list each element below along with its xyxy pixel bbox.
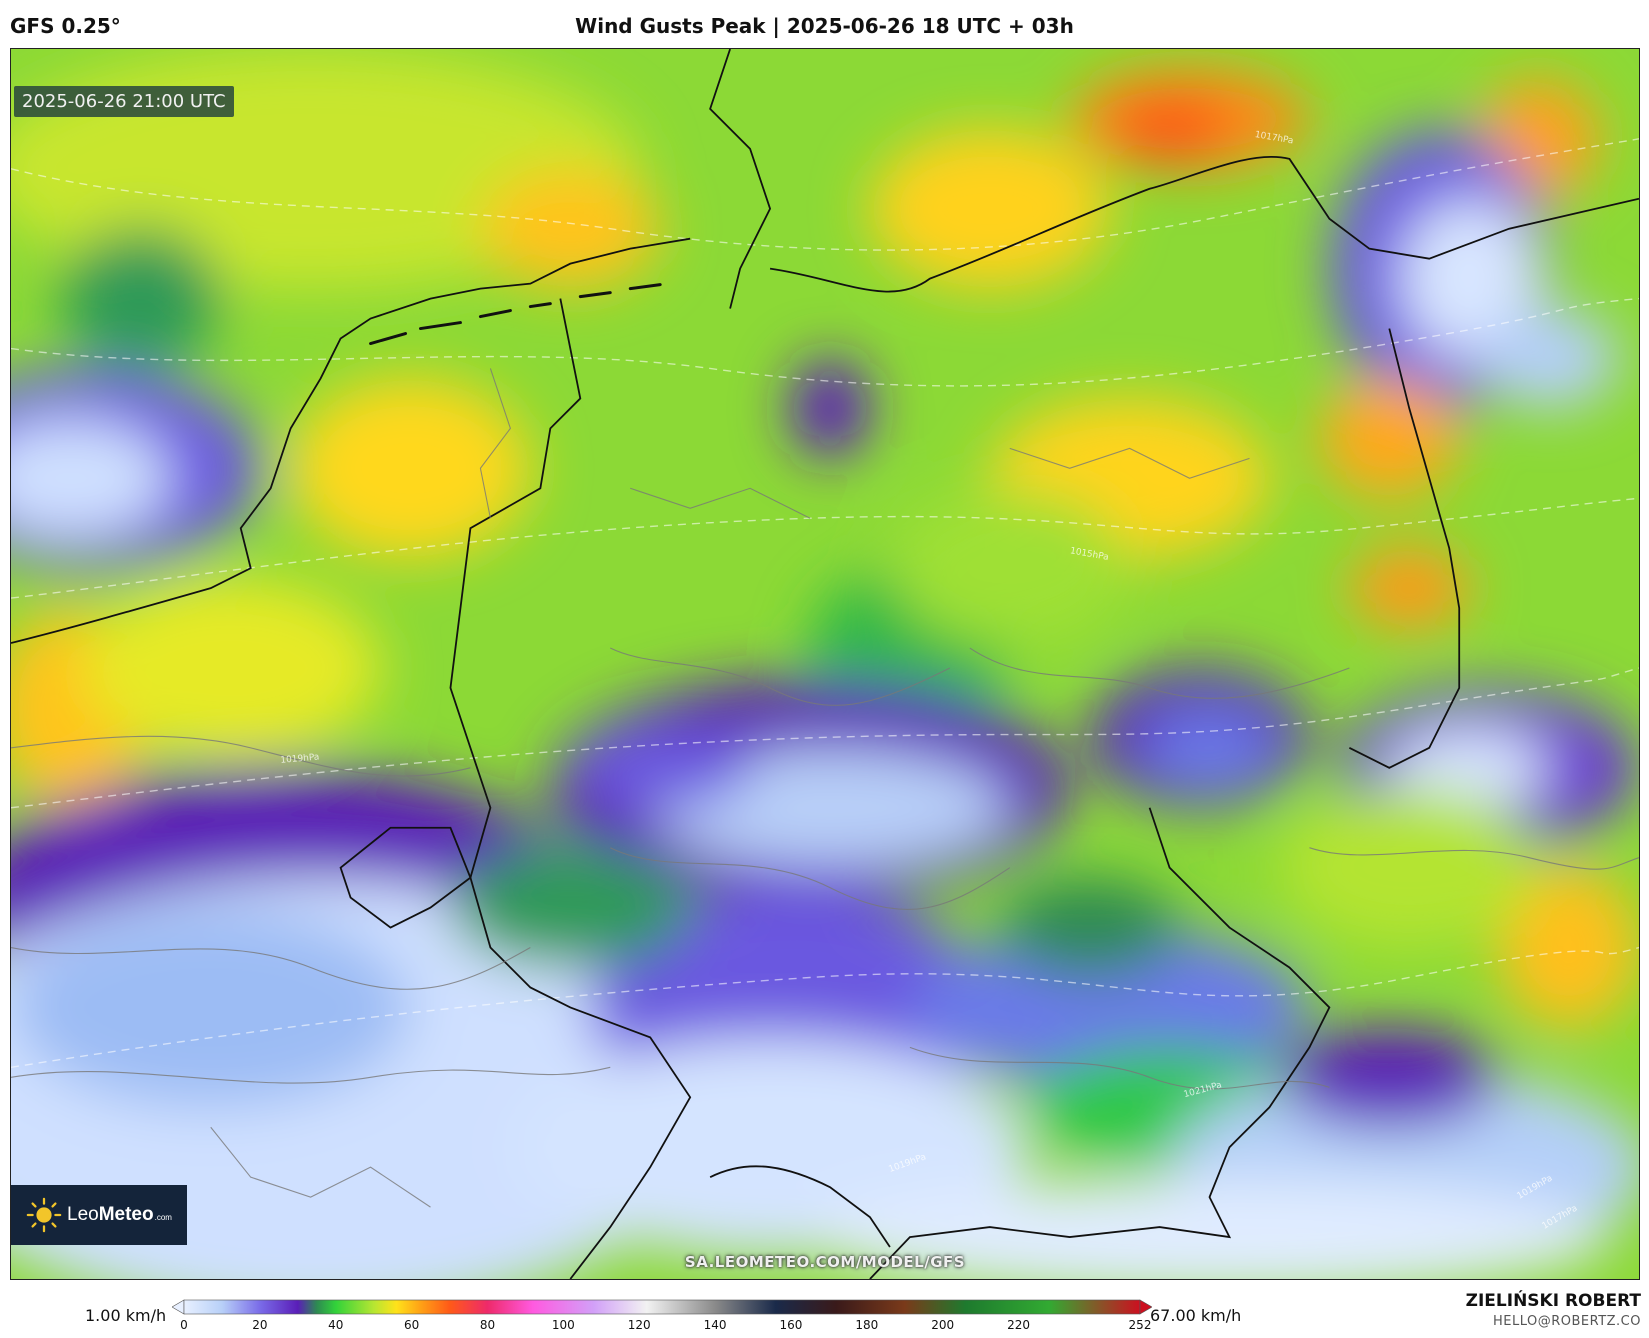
- colorbar-tick-label: 220: [1007, 1318, 1031, 1332]
- colorbar-tick-label: 20: [252, 1318, 268, 1332]
- isobar-label: 1019hPa: [280, 752, 320, 765]
- colorbar-right-arrow: [1139, 1299, 1152, 1315]
- logo-brand-bold: Meteo: [98, 1204, 154, 1225]
- legend-footer: 1.00 km/h 0 20 40 60 80 100 120 140 160 180 200 220…: [0, 1280, 1649, 1338]
- colorbar-tick-label: 140: [703, 1318, 727, 1332]
- wind-gust-field: 1017hPa 1015hPa 1019hPa 1021hPa 1019hPa …: [11, 49, 1639, 1279]
- logo-text: LeoMeteo.com: [67, 1204, 172, 1226]
- colorbar-tick-label: 40: [328, 1318, 344, 1332]
- colorbar-fill: [183, 1299, 1141, 1315]
- colorbar-tick-label: 200: [931, 1318, 955, 1332]
- map-title: Wind Gusts Peak | 2025-06-26 18 UTC + 03…: [575, 14, 1074, 38]
- colorbar: [172, 1299, 1152, 1315]
- sun-icon: [26, 1197, 62, 1233]
- legend-min-label: 1.00 km/h: [85, 1306, 167, 1325]
- colorbar-tick-label: 252: [1128, 1318, 1152, 1332]
- field-blobs: [11, 49, 1639, 1279]
- colorbar-tick-label: 0: [180, 1318, 188, 1332]
- source-watermark: SA.LEOMETEO.COM/MODEL/GFS: [684, 1253, 966, 1271]
- colorbar-tick-label: 80: [479, 1318, 496, 1332]
- logo-brand-suffix: .com: [154, 1213, 172, 1222]
- legend-max-label: 67.00 km/h: [1150, 1306, 1242, 1325]
- colorbar-tick-label: 180: [855, 1318, 879, 1332]
- colorbar-left-arrow: [172, 1299, 185, 1315]
- colorbar-tick-label: 60: [403, 1318, 420, 1332]
- header: GFS 0.25° Wind Gusts Peak | 2025-06-26 1…: [0, 0, 1649, 50]
- author-email[interactable]: HELLO@ROBERTZ.CO: [1492, 1314, 1641, 1329]
- isobars: [11, 138, 1639, 1069]
- model-name: GFS 0.25°: [10, 14, 121, 38]
- leometeo-logo[interactable]: LeoMeteo.com: [11, 1185, 187, 1245]
- regional-borders: [11, 368, 1639, 1208]
- islands: [369, 283, 662, 346]
- valid-time-label: 2025-06-26 21:00 UTC: [14, 86, 234, 117]
- author-name: ZIELIŃSKI ROBERT: [1465, 1291, 1641, 1311]
- coastlines: [11, 49, 1639, 1279]
- colorbar-tick-label: 160: [779, 1318, 803, 1332]
- map-panel[interactable]: 1017hPa 1015hPa 1019hPa 1021hPa 1019hPa …: [10, 48, 1640, 1280]
- logo-brand-light: Leo: [67, 1204, 99, 1225]
- colorbar-tick-label: 100: [551, 1318, 575, 1332]
- colorbar-tick-label: 120: [627, 1318, 651, 1332]
